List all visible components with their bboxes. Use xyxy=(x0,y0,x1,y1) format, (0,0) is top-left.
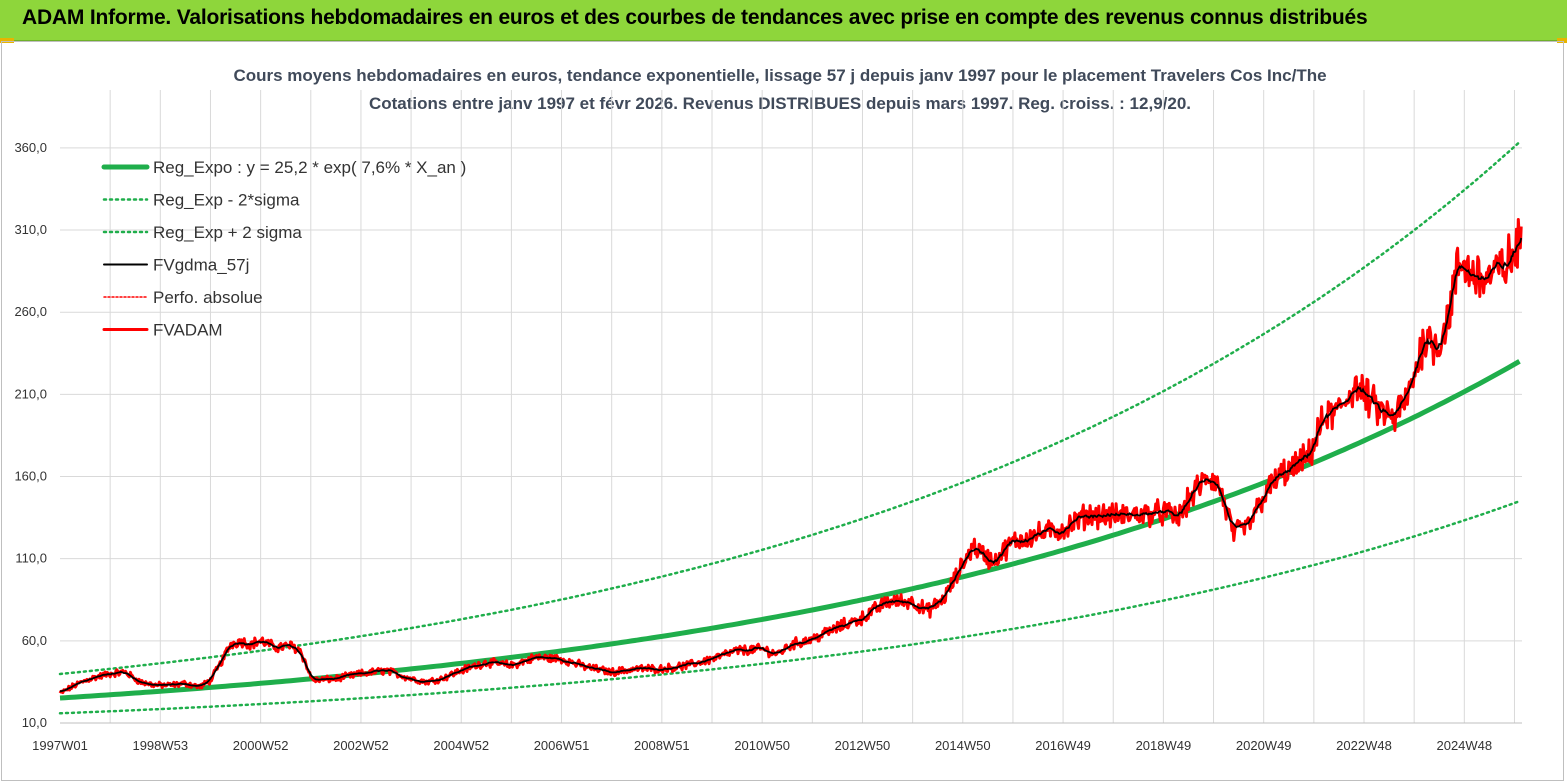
y-tick-label: 10,0 xyxy=(22,715,47,730)
chart-title-line-2: Cotations entre janv 1997 et févr 2026. … xyxy=(369,94,1191,113)
x-tick-label: 2018W49 xyxy=(1136,738,1192,753)
report-banner: ADAM Informe. Valorisations hebdomadaire… xyxy=(0,0,1567,43)
x-tick-label: 2006W51 xyxy=(534,738,590,753)
x-tick-label: 2022W48 xyxy=(1336,738,1392,753)
y-axis: 10,0 60,0 110,0 160,0 210,0 260,0 310,0 360,0 xyxy=(14,140,47,730)
chart-title-line-1: Cours moyens hebdomadaires en euros, ten… xyxy=(233,66,1326,85)
y-tick-label: 110,0 xyxy=(15,551,47,566)
series-reg-plus-2-sigma xyxy=(58,140,1521,676)
x-tick-label: 2002W52 xyxy=(333,738,389,753)
y-tick-label: 160,0 xyxy=(14,469,47,484)
series-reg-minus-2-sigma xyxy=(58,499,1521,715)
y-tick-label: 260,0 xyxy=(14,304,47,319)
x-tick-label: 2000W52 xyxy=(233,738,289,753)
x-tick-label: 2012W50 xyxy=(835,738,891,753)
y-tick-label: 60,0 xyxy=(22,633,47,648)
x-tick-label: 2020W49 xyxy=(1236,738,1292,753)
x-tick-label: 1997W01 xyxy=(32,738,88,753)
series-layer xyxy=(58,140,1523,715)
x-axis: 1997W01 1998W53 2000W52 2002W52 2004W52 2006W… xyxy=(32,722,1522,753)
series-fvgdma-57j xyxy=(59,237,1523,693)
chart-frame xyxy=(1,41,1564,781)
banner-accent-right xyxy=(1557,38,1567,43)
legend-entry-reg-plus-label: Reg_Exp + 2 sigma xyxy=(153,223,302,242)
banner-accent-left xyxy=(0,38,14,43)
x-tick-label: 2004W52 xyxy=(433,738,489,753)
report-title: ADAM Informe. Valorisations hebdomadaire… xyxy=(22,6,1368,29)
x-tick-label: 2008W51 xyxy=(634,738,690,753)
legend-entry-fvadam-label: FVADAM xyxy=(153,321,223,340)
y-tick-label: 310,0 xyxy=(14,222,47,237)
y-tick-label: 210,0 xyxy=(14,386,47,401)
legend: Reg_Expo : y = 25,2 * exp( 7,6% * X_an )… xyxy=(101,158,466,340)
legend-entry-reg-expo-label: Reg_Expo : y = 25,2 * exp( 7,6% * X_an ) xyxy=(153,158,466,177)
series-fvadam xyxy=(58,218,1523,694)
x-tick-label: 2014W50 xyxy=(935,738,991,753)
x-tick-label: 2010W50 xyxy=(734,738,790,753)
legend-entry-fvgdma-label: FVgdma_57j xyxy=(153,256,249,275)
x-tick-label: 2024W48 xyxy=(1436,738,1492,753)
x-tick-label: 2016W49 xyxy=(1035,738,1091,753)
y-tick-label: 360,0 xyxy=(14,140,47,155)
legend-entry-perfo-label: Perfo. absolue xyxy=(153,288,263,307)
grid xyxy=(60,90,1522,724)
x-tick-label: 1998W53 xyxy=(132,738,188,753)
legend-entry-reg-minus-label: Reg_Exp - 2*sigma xyxy=(153,191,300,210)
